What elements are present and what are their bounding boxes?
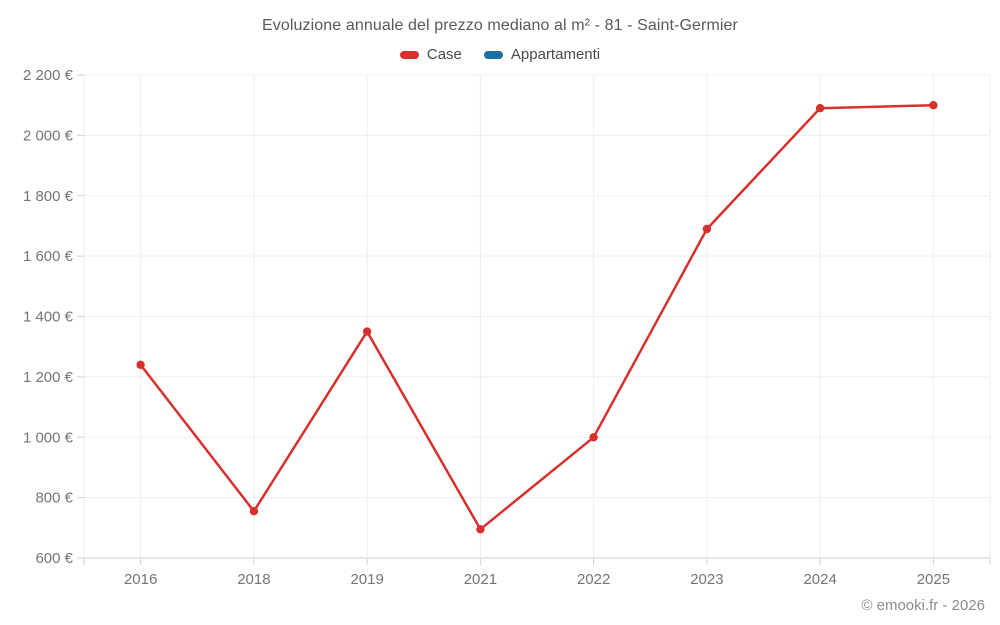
y-tick-label: 800 € (35, 490, 73, 507)
x-tick-label: 2021 (464, 571, 497, 588)
x-tick-label: 2025 (917, 571, 950, 588)
chart-title: Evoluzione annuale del prezzo mediano al… (262, 17, 738, 34)
legend-label: Appartamenti (510, 46, 601, 63)
data-point-case[interactable] (136, 360, 145, 369)
x-tick-label: 2024 (803, 571, 836, 588)
y-tick-label: 2 000 € (23, 127, 74, 144)
y-tick-label: 1 000 € (23, 429, 74, 446)
data-point-case[interactable] (249, 507, 259, 516)
data-point-case[interactable] (362, 327, 372, 336)
legend-swatch-icon (399, 50, 419, 59)
legend-item-appartamenti[interactable]: Appartamenti (483, 46, 601, 63)
chart-legend: Case Appartamenti (0, 46, 1000, 63)
legend-label: Case (426, 46, 462, 63)
attribution-text: © emooki.fr - 2026 (861, 597, 985, 614)
y-tick-label: 1 600 € (23, 248, 74, 265)
x-tick-label: 2019 (350, 571, 383, 588)
data-point-case[interactable] (929, 101, 938, 110)
x-tick-label: 2022 (577, 571, 610, 588)
data-point-case[interactable] (702, 224, 712, 234)
y-tick-label: 600 € (35, 550, 73, 567)
y-tick-label: 1 400 € (23, 309, 74, 326)
data-point-case[interactable] (815, 104, 825, 113)
x-tick-label: 2016 (124, 571, 157, 588)
x-tick-label: 2023 (690, 571, 723, 588)
x-tick-label: 2018 (237, 571, 270, 588)
data-point-case[interactable] (476, 525, 485, 534)
legend-item-case[interactable]: Case (399, 46, 462, 63)
series-line-case (139, 103, 935, 531)
y-tick-label: 2 200 € (23, 67, 74, 84)
y-tick-label: 1 200 € (23, 369, 74, 386)
legend-swatch-icon (483, 50, 503, 59)
data-point-case[interactable] (589, 433, 598, 442)
y-tick-label: 1 800 € (23, 188, 74, 205)
